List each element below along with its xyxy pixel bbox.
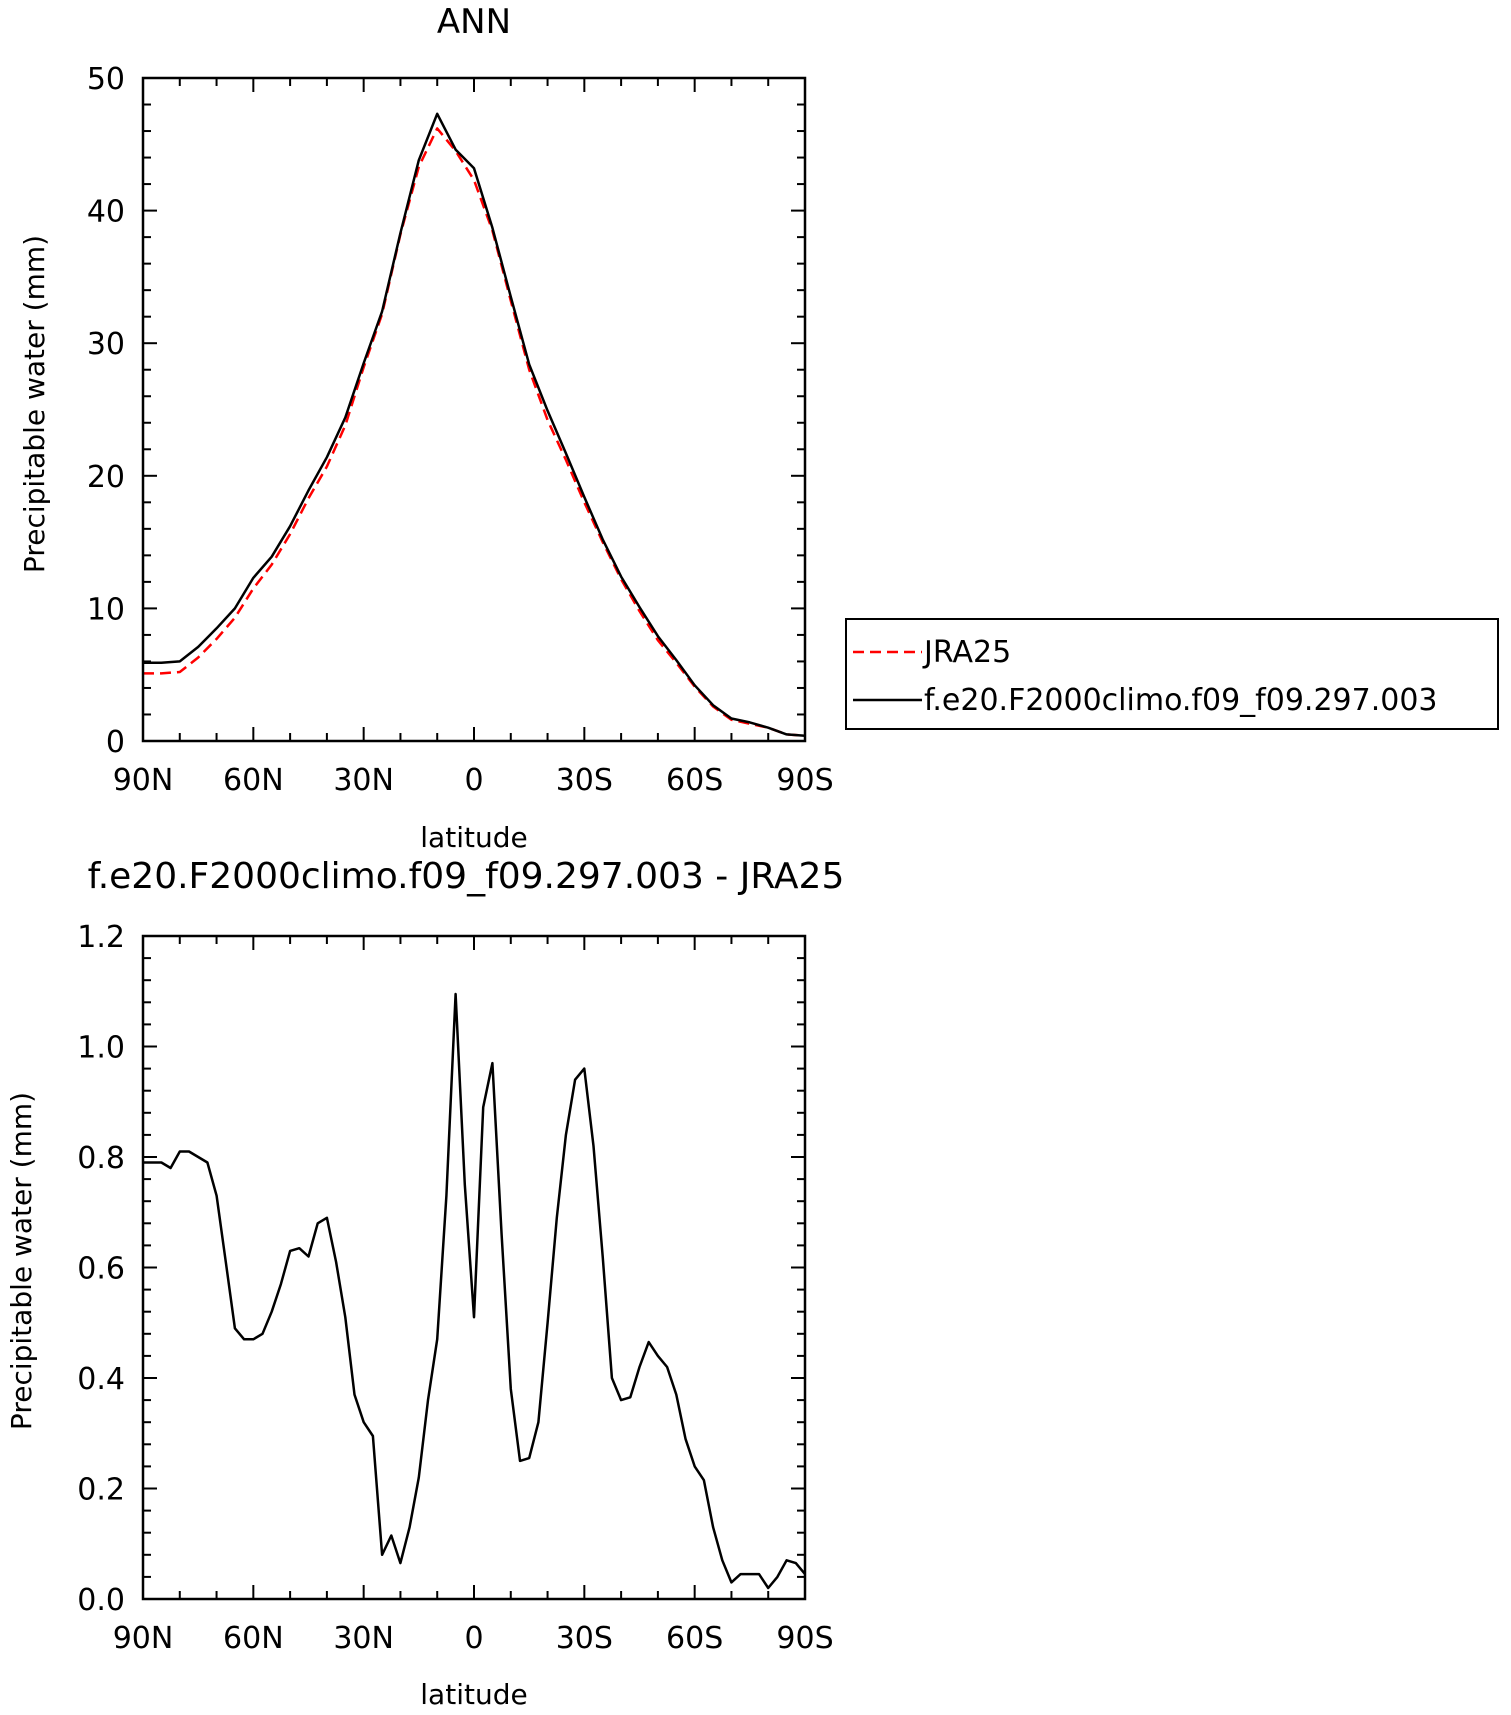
y-tick-label: 10 [87, 592, 125, 627]
y-tick-label: 20 [87, 460, 125, 495]
top-chart-title: ANN [437, 2, 511, 42]
x-tick-label: 60N [223, 763, 284, 798]
bottom-chart-ylabel: Precipitable water (mm) [5, 1092, 38, 1430]
bottom-chart-series-group [143, 992, 806, 1590]
y-tick-label: 1.0 [77, 1031, 125, 1066]
y-tick-label: 0.6 [77, 1252, 125, 1287]
y-tick-label: 40 [87, 195, 125, 230]
bottom-chart-plot-frame [141, 934, 807, 1601]
y-tick-label: 0.2 [77, 1473, 125, 1508]
y-tick-label: 0.0 [77, 1583, 125, 1618]
y-tick-label: 0 [106, 725, 125, 760]
x-tick-label: 60S [666, 1621, 723, 1656]
top-chart-plot-frame [141, 76, 807, 743]
bottom-chart-series-line-0 [143, 992, 806, 1590]
x-tick-label: 30S [556, 763, 613, 798]
top-chart-xlabel: latitude [420, 821, 527, 854]
top-chart-series-group [143, 112, 806, 737]
top-chart-ylabel: Precipitable water (mm) [18, 235, 51, 573]
top-chart-series-line-1 [143, 112, 806, 737]
y-tick-label: 1.2 [77, 920, 125, 955]
x-tick-label: 60S [666, 763, 723, 798]
legend-box [845, 618, 1499, 730]
x-tick-label: 90N [113, 763, 174, 798]
x-tick-label: 0 [464, 763, 483, 798]
bottom-chart-xlabel: latitude [420, 1678, 527, 1711]
x-tick-label: 90S [776, 763, 833, 798]
bottom-chart-x-ticks: 90N 60N 30N 0 30S 60S 90S [113, 936, 834, 1656]
x-tick-label: 0 [464, 1621, 483, 1656]
x-tick-label: 60N [223, 1621, 284, 1656]
x-tick-label: 30S [556, 1621, 613, 1656]
top-chart-x-ticks: 90N 60N 30N 0 30S 60S 90S [113, 78, 834, 798]
legend-label-jra25: JRA25 [922, 635, 1011, 670]
x-tick-label: 30N [333, 763, 394, 798]
top-chart-panel: ANN latitude Precipitable water (mm) 90N… [18, 2, 834, 854]
y-tick-label: 0.8 [77, 1141, 125, 1176]
y-tick-label: 50 [87, 62, 125, 97]
bottom-chart-y-ticks: 0.0 0.2 0.4 0.6 0.8 1.0 1.2 [77, 920, 805, 1618]
bottom-chart-panel: f.e20.F2000climo.f09_f09.297.003 - JRA25… [5, 856, 844, 1711]
top-chart-series-line-0 [143, 127, 806, 737]
x-tick-label: 30N [333, 1621, 394, 1656]
legend-label-model: f.e20.F2000climo.f09_f09.297.003 [924, 683, 1438, 718]
top-chart-y-ticks: 0 10 20 30 40 50 [87, 62, 805, 760]
x-tick-label: 90N [113, 1621, 174, 1656]
bottom-chart-title: f.e20.F2000climo.f09_f09.297.003 - JRA25 [88, 856, 845, 897]
y-tick-label: 30 [87, 327, 125, 362]
top-chart-legend: JRA25 f.e20.F2000climo.f09_f09.297.003 [845, 618, 1499, 730]
x-tick-label: 90S [776, 1621, 833, 1656]
y-tick-label: 0.4 [77, 1362, 125, 1397]
